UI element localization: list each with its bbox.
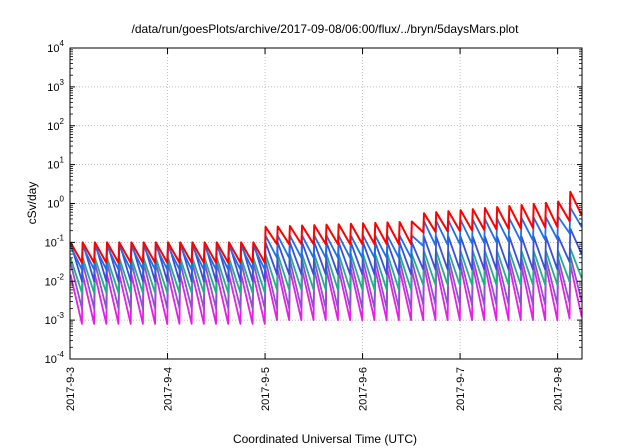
x-tick-label: 2017-9-5	[260, 367, 272, 411]
y-tick-label: 101	[47, 156, 64, 172]
chart-title: /data/run/goesPlots/archive/2017-09-08/0…	[132, 22, 520, 36]
y-tick-label: 100	[47, 195, 64, 211]
x-tick-label: 2017-9-6	[358, 367, 370, 411]
y-tick-label: 10-1	[45, 233, 65, 249]
x-axis-label: Coordinated Universal Time (UTC)	[233, 432, 417, 446]
y-tick-label: 103	[47, 78, 64, 94]
y-tick-label: 10-3	[45, 311, 65, 327]
plot-area	[69, 190, 583, 325]
x-tick-label: 2017-9-4	[163, 367, 175, 411]
series-line	[69, 190, 583, 264]
x-tick-label: 2017-9-8	[553, 367, 565, 411]
x-tick-label: 2017-9-7	[455, 367, 467, 411]
y-tick-label: 104	[47, 39, 64, 55]
y-axis-label: cSv/day	[25, 182, 39, 225]
y-axis: 10-4 10-3 10-2 10-1 100 101 102 103 104	[45, 39, 582, 366]
y-tick-label: 10-4	[45, 350, 65, 366]
y-tick-label: 102	[47, 117, 64, 133]
y-tick-label: 10-2	[45, 272, 65, 288]
x-axis: 2017-9-3 2017-9-4 2017-9-5 2017-9-6 2017-9-7…	[65, 48, 565, 411]
x-tick-label: 2017-9-3	[65, 367, 77, 411]
